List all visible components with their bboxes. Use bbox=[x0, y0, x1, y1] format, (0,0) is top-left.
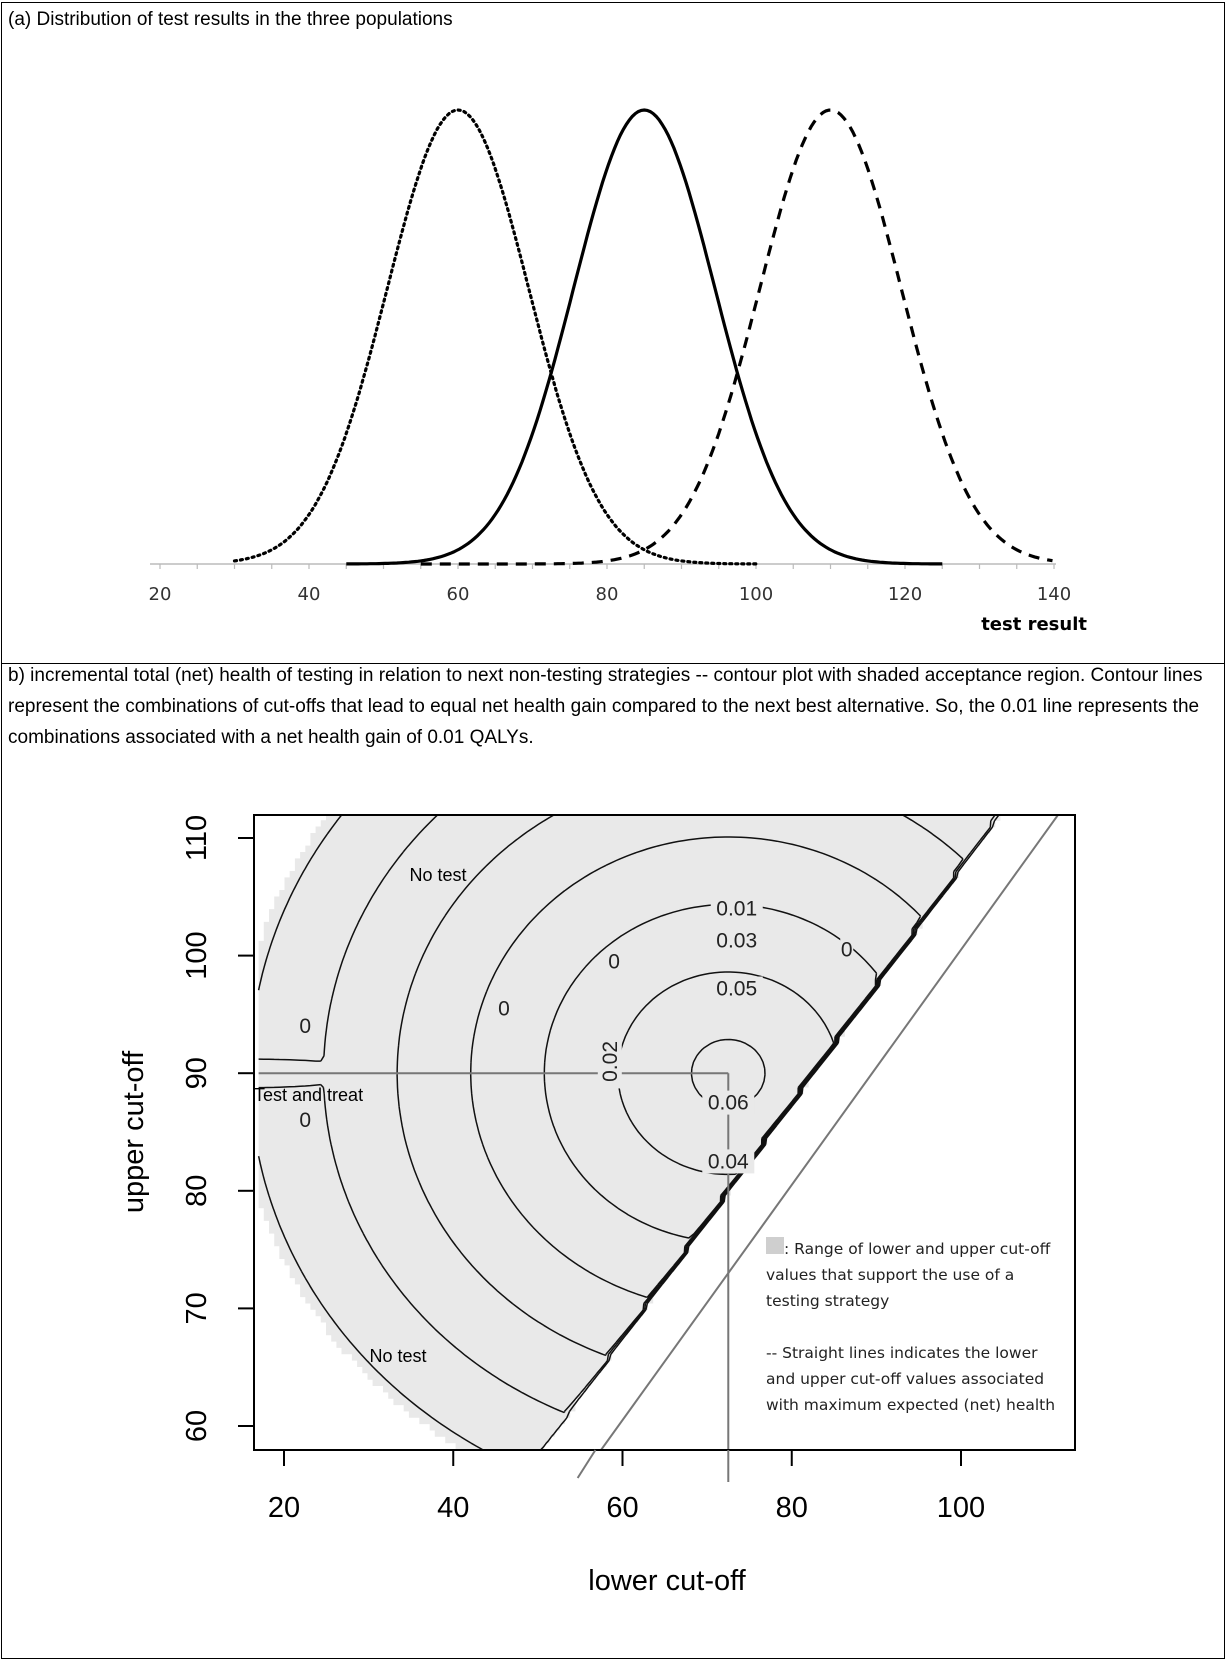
x-tick-label: 20 bbox=[149, 584, 172, 605]
panel-a-caption: (a) Distribution of test results in the … bbox=[8, 9, 453, 30]
x-tick-label: 120 bbox=[888, 584, 922, 605]
contour-line-0.05 bbox=[617, 971, 835, 1176]
density-curve-dashed bbox=[420, 108, 1053, 566]
x-tick-label: 140 bbox=[1037, 584, 1071, 605]
contour-label-bg bbox=[597, 1034, 622, 1089]
y-axis-title: upper cut-off bbox=[118, 1050, 150, 1213]
panel-a-box bbox=[1, 2, 1225, 664]
contour-label-bg bbox=[840, 937, 854, 962]
panel-b-caption: b) incremental total (net) health of tes… bbox=[8, 665, 1203, 748]
y-tick-label: 110 bbox=[181, 815, 213, 861]
x-axis-ticks: 20 40 60 80 100 bbox=[268, 1449, 985, 1524]
x-tick-label: 80 bbox=[776, 1492, 808, 1524]
contour-label-bg bbox=[702, 1149, 755, 1174]
contour-label: 0 bbox=[608, 950, 620, 973]
contour-label: 0.01 bbox=[716, 898, 757, 921]
x-tick-label: 100 bbox=[937, 1492, 985, 1524]
y-tick-label: 100 bbox=[181, 931, 213, 979]
contour-label-bg bbox=[710, 928, 763, 953]
legend-shaded-line-3: testing strategy bbox=[766, 1292, 889, 1310]
boundary-diagonal bbox=[599, 815, 1060, 1450]
contour-label: 0.06 bbox=[708, 1092, 749, 1115]
contour-label: 0.04 bbox=[708, 1150, 749, 1173]
contour-label: 0.03 bbox=[716, 929, 757, 952]
y-tick-label: 60 bbox=[181, 1410, 213, 1442]
x-tick-label: 40 bbox=[437, 1492, 469, 1524]
contour-label-bg bbox=[497, 996, 511, 1021]
reference-lines bbox=[258, 815, 1060, 1450]
diagonal-ext bbox=[576, 1449, 597, 1479]
legend-shaded-line-2: values that support the use of a bbox=[766, 1266, 1014, 1284]
y-tick-label: 70 bbox=[181, 1292, 213, 1324]
legend-shaded-line-1: : Range of lower and upper cut-off bbox=[784, 1240, 1051, 1258]
legend-lines-line-3: with maximum expected (net) health bbox=[766, 1396, 1055, 1414]
contour-label: 0.05 bbox=[716, 978, 757, 1001]
acceptance-region bbox=[258, 815, 1001, 1450]
density-curve-dotted bbox=[232, 108, 758, 566]
region-label-no-test-top: No test bbox=[409, 865, 466, 885]
contour-label: 0 bbox=[299, 1109, 311, 1132]
x-tick-label: 60 bbox=[606, 1492, 638, 1524]
contour-label: 0.02 bbox=[599, 1041, 622, 1082]
density-curve-solid bbox=[346, 108, 943, 566]
x-axis-ticks: 20 40 60 80 100 120 140 bbox=[149, 564, 1071, 605]
contour-lines bbox=[257, 815, 1000, 1450]
region-label-no-test-bottom: No test bbox=[369, 1346, 426, 1366]
contour-label: 0 bbox=[299, 1015, 311, 1038]
contour-label: 0 bbox=[498, 998, 510, 1021]
panel-b-box bbox=[1, 663, 1225, 1659]
contour-label: 0 bbox=[841, 939, 853, 962]
contour-label-bg bbox=[298, 1014, 312, 1039]
y-axis-ticks: 60 70 80 90 100 110 bbox=[181, 815, 254, 1442]
x-axis-title: lower cut-off bbox=[588, 1565, 746, 1597]
y-tick-label: 80 bbox=[181, 1175, 213, 1207]
x-tick-label: 80 bbox=[596, 584, 619, 605]
contour-label-bg bbox=[710, 976, 763, 1001]
y-tick-label: 90 bbox=[181, 1057, 213, 1089]
contour-value-labels: 0 0 0 0 0 0.01 0.02 0.03 0.04 0.05 0.06 bbox=[298, 896, 854, 1174]
contour-label-bg bbox=[702, 1090, 755, 1115]
contour-label-bg bbox=[710, 896, 763, 921]
contour-label-bg bbox=[607, 949, 621, 974]
contour-label-bg bbox=[298, 1108, 312, 1133]
density-chart: 20 40 60 80 100 120 140 test result bbox=[149, 108, 1087, 635]
legend-lines-line-2: and upper cut-off values associated bbox=[766, 1370, 1044, 1388]
x-axis-title: test result bbox=[981, 614, 1087, 635]
x-tick-label: 40 bbox=[298, 584, 321, 605]
legend-shade-swatch bbox=[766, 1237, 784, 1254]
x-tick-label: 20 bbox=[268, 1492, 300, 1524]
legend-lines-line-1: -- Straight lines indicates the lower bbox=[766, 1344, 1038, 1362]
density-curves bbox=[232, 108, 1053, 566]
x-tick-label: 100 bbox=[739, 584, 773, 605]
x-tick-label: 60 bbox=[447, 584, 470, 605]
region-label-test-and-treat: Test and treat bbox=[254, 1085, 363, 1105]
